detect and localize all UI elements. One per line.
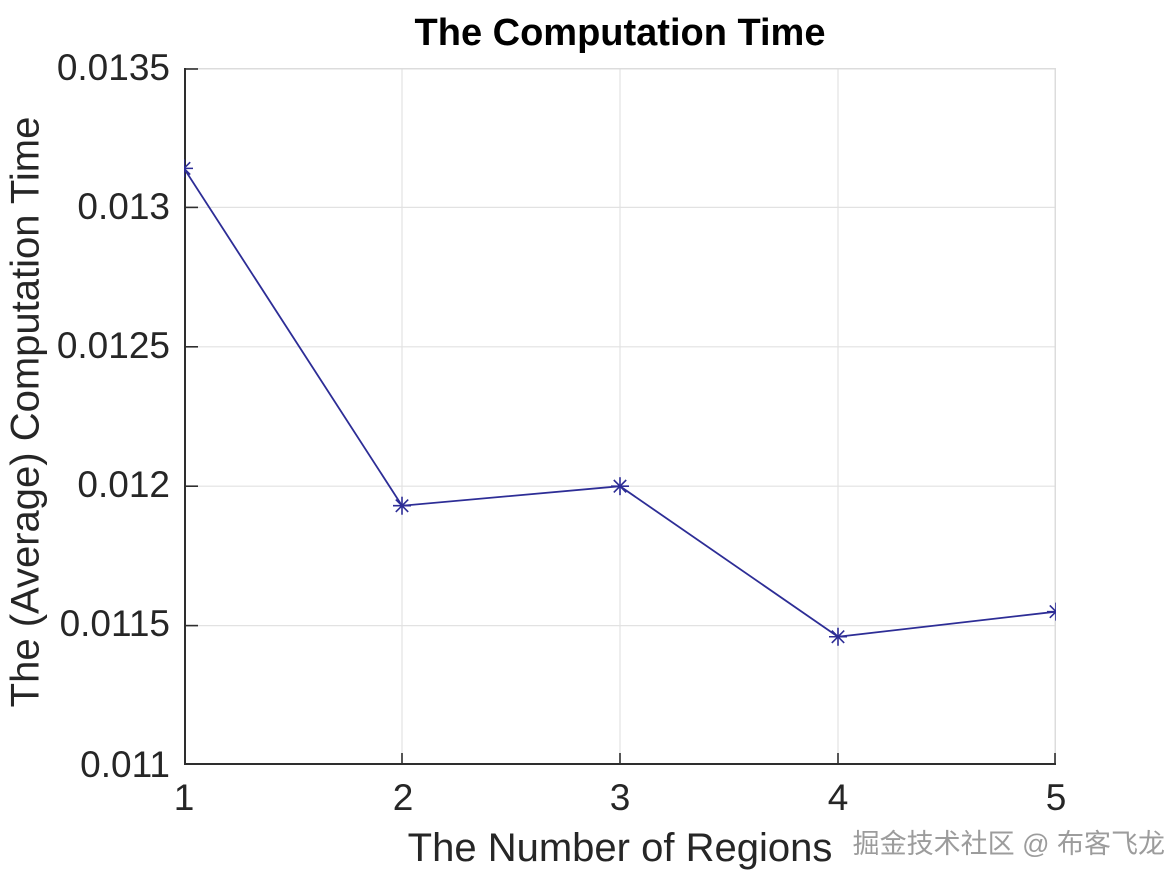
line-chart-canvas <box>184 68 1056 765</box>
y-tick-label: 0.011 <box>80 744 170 785</box>
y-tick-label: 0.013 <box>77 186 170 227</box>
x-tick-label: 5 <box>1045 777 1067 818</box>
chart-title: The Computation Time <box>414 12 826 54</box>
y-tick-label: 0.0135 <box>56 47 170 88</box>
y-tick-label: 0.0115 <box>59 603 170 644</box>
y-tick-label: 0.012 <box>77 464 170 505</box>
data-markers <box>184 159 1056 646</box>
axes-box <box>184 68 1056 765</box>
x-tick-label: 2 <box>392 777 414 818</box>
axis-ticks <box>184 68 1056 765</box>
x-tick-label: 3 <box>609 777 631 818</box>
y-tick-label: 0.0125 <box>56 325 170 366</box>
watermark: 掘金技术社区 @ 布客飞龙 <box>852 829 1165 859</box>
x-axis-label: The Number of Regions <box>407 826 833 870</box>
x-tick-label: 4 <box>827 777 849 818</box>
x-tick-label: 1 <box>173 777 195 818</box>
plot-area <box>184 68 1056 765</box>
gridlines <box>184 68 1056 765</box>
